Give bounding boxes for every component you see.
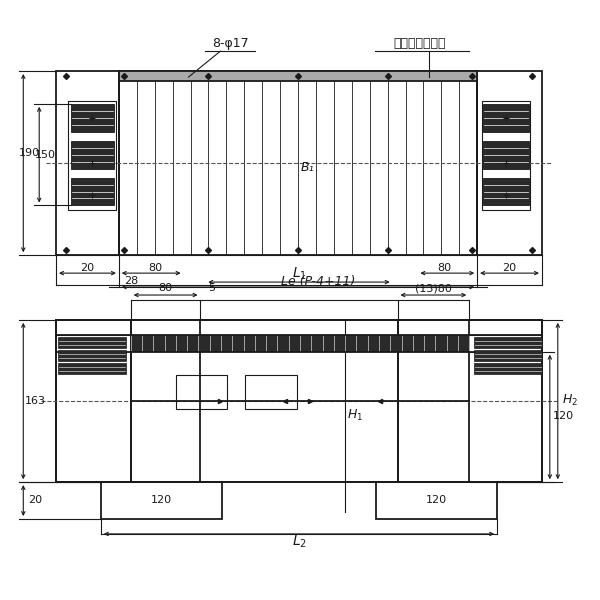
Text: 8-φ17: 8-φ17 [212, 37, 248, 50]
Bar [131, 335, 469, 352]
Text: $L_2$: $L_2$ [292, 533, 307, 550]
Text: $H_1$: $H_1$ [347, 408, 363, 423]
Bar [245, 374, 297, 409]
Bar [71, 178, 114, 205]
Text: 190: 190 [19, 148, 40, 158]
Text: 120: 120 [553, 412, 574, 421]
Text: $L_1$: $L_1$ [292, 266, 307, 283]
Text: 163: 163 [25, 395, 46, 406]
Text: バックストッパ: バックストッパ [393, 37, 446, 50]
Bar [483, 104, 529, 132]
Bar [398, 320, 542, 482]
Text: $H_2$: $H_2$ [562, 393, 578, 408]
Bar [119, 71, 477, 81]
Bar [474, 363, 542, 374]
Text: B₁: B₁ [301, 161, 315, 174]
Bar [119, 71, 477, 255]
Text: 80: 80 [437, 263, 451, 273]
Text: 20: 20 [502, 263, 516, 273]
Bar [474, 337, 542, 348]
Text: 20: 20 [28, 495, 42, 505]
Bar [56, 320, 131, 482]
Bar [58, 350, 126, 361]
Bar [68, 101, 116, 211]
Text: 120: 120 [151, 495, 172, 505]
Bar [71, 141, 114, 169]
Bar [482, 101, 530, 211]
Bar [58, 337, 126, 348]
Bar [376, 482, 497, 519]
Text: 28: 28 [124, 276, 138, 286]
Bar [131, 320, 469, 482]
Text: 80: 80 [149, 263, 163, 273]
Bar [56, 320, 542, 482]
Bar [56, 71, 119, 255]
Text: 150: 150 [35, 149, 56, 160]
Bar [58, 363, 126, 374]
Text: 5: 5 [208, 283, 215, 293]
Bar [483, 141, 529, 169]
Bar [474, 350, 542, 361]
Bar [483, 178, 529, 205]
Bar [101, 482, 223, 519]
Text: 20: 20 [80, 263, 94, 273]
Text: 120: 120 [426, 495, 447, 505]
Text: 80: 80 [158, 283, 173, 293]
Text: Le (P-4+11): Le (P-4+11) [281, 275, 355, 287]
Text: (13)80: (13)80 [415, 283, 452, 293]
Bar [176, 374, 227, 409]
Bar [477, 71, 542, 255]
Bar [71, 104, 114, 132]
